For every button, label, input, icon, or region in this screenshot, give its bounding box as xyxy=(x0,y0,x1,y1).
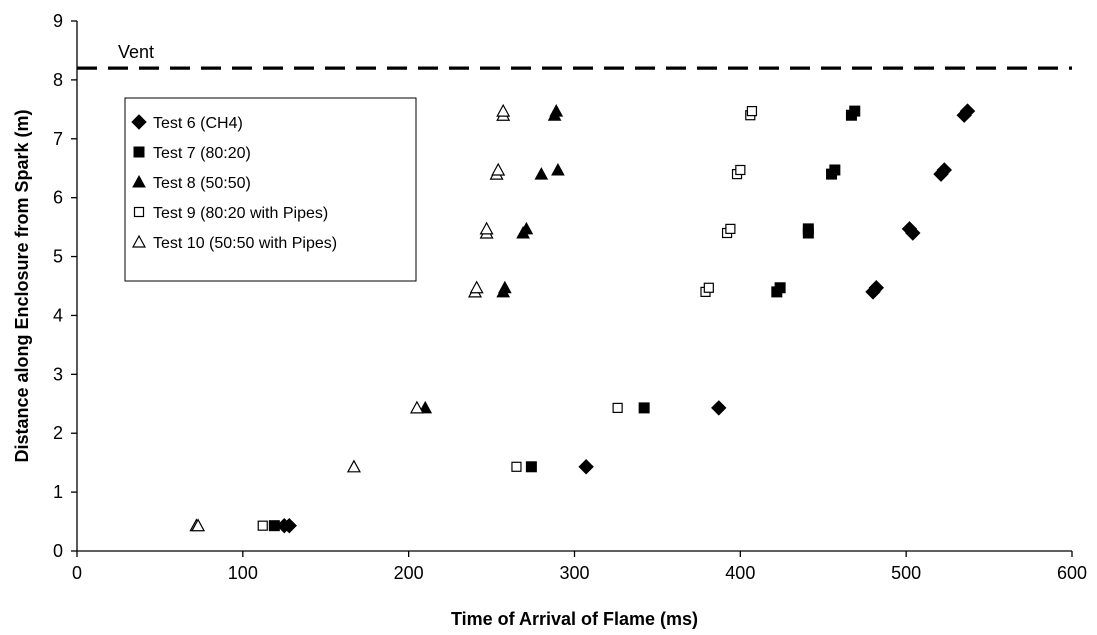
x-tick-label: 0 xyxy=(72,563,82,583)
series-3 xyxy=(418,104,565,414)
data-point xyxy=(191,518,206,532)
data-point xyxy=(905,225,921,241)
data-point xyxy=(496,103,511,117)
data-point xyxy=(936,162,953,178)
legend-label: Test 6 (CH4) xyxy=(153,115,243,132)
y-tick-label: 0 xyxy=(53,541,63,561)
data-point xyxy=(735,164,746,176)
legend-marker xyxy=(131,114,147,130)
series-1 xyxy=(276,103,976,534)
data-point xyxy=(491,162,506,176)
data-point xyxy=(802,223,814,235)
legend-marker xyxy=(132,174,146,188)
legend-label: Test 7 (80:20) xyxy=(153,145,251,162)
x-tick-label: 200 xyxy=(394,563,424,583)
legend-entry: Test 6 (CH4) xyxy=(131,114,243,132)
legend-label: Test 9 (80:20 with Pipes) xyxy=(153,205,328,222)
data-point xyxy=(774,282,786,294)
data-point xyxy=(703,282,714,293)
y-tick-label: 9 xyxy=(53,11,63,31)
y-tick-label: 6 xyxy=(53,188,63,208)
data-point xyxy=(519,221,534,235)
legend-entry: Test 7 (80:20) xyxy=(133,145,251,162)
legend-label: Test 10 (50:50 with Pipes) xyxy=(153,235,337,252)
plot-area: 0 100 200 300 400 500 600 0 1 2 3 4 5 6 7 8 9 Vent xyxy=(53,11,1087,583)
legend-label: Test 8 (50:50) xyxy=(153,175,251,192)
y-tick-label: 3 xyxy=(53,364,63,384)
series-2 xyxy=(268,105,861,532)
x-tick-label: 400 xyxy=(725,563,755,583)
x-tick-label: 100 xyxy=(228,563,258,583)
y-tick-label: 7 xyxy=(53,129,63,149)
x-tick-label: 300 xyxy=(559,563,589,583)
y-tick-label: 8 xyxy=(53,70,63,90)
x-tick-label: 600 xyxy=(1057,563,1087,583)
data-point xyxy=(612,402,623,413)
legend: Test 6 (CH4) Test 7 (80:20) Test 8 (50:50)… xyxy=(124,97,417,282)
legend-marker xyxy=(131,234,147,248)
data-point xyxy=(549,104,564,117)
y-axis-title: Distance along Enclosure from Spark (m) xyxy=(12,109,32,462)
y-tick-label: 4 xyxy=(53,305,63,325)
legend-box xyxy=(124,97,417,282)
legend-items: Test 6 (CH4) Test 7 (80:20) Test 8 (50:50)… xyxy=(131,114,337,252)
data-point xyxy=(638,402,650,414)
y-tick-label: 5 xyxy=(53,247,63,267)
x-axis-ticks: 0 100 200 300 400 500 600 xyxy=(72,551,1087,583)
x-tick-label: 500 xyxy=(891,563,921,583)
data-point xyxy=(551,162,565,176)
data-point xyxy=(511,461,522,472)
data-point xyxy=(849,105,861,117)
legend-entry: Test 10 (50:50 with Pipes) xyxy=(131,234,337,252)
data-point xyxy=(409,400,424,414)
series-5 xyxy=(189,103,511,532)
data-point xyxy=(578,459,594,475)
vent-label: Vent xyxy=(118,42,154,62)
y-axis-ticks: 0 1 2 3 4 5 6 7 8 9 xyxy=(53,11,77,561)
data-point xyxy=(868,280,885,296)
data-point xyxy=(711,400,727,416)
data-point xyxy=(469,280,484,294)
data-point xyxy=(418,400,433,414)
data-point xyxy=(746,105,758,117)
data-markers xyxy=(189,103,976,534)
legend-entry: Test 9 (80:20 with Pipes) xyxy=(133,205,328,222)
data-point xyxy=(257,520,268,531)
y-tick-label: 1 xyxy=(53,482,63,502)
data-point xyxy=(498,280,512,294)
series-4 xyxy=(257,105,758,531)
data-point xyxy=(725,223,736,234)
data-point xyxy=(268,520,280,532)
data-point xyxy=(959,103,976,119)
data-point xyxy=(479,221,494,235)
data-point xyxy=(829,164,841,176)
data-point xyxy=(346,459,361,473)
legend-entry: Test 8 (50:50) xyxy=(132,174,251,192)
legend-marker xyxy=(133,206,145,218)
y-tick-label: 2 xyxy=(53,423,63,443)
data-point xyxy=(534,167,549,180)
data-point xyxy=(525,461,537,473)
legend-marker xyxy=(133,146,145,158)
x-axis-title: Time of Arrival of Flame (ms) xyxy=(451,609,698,629)
